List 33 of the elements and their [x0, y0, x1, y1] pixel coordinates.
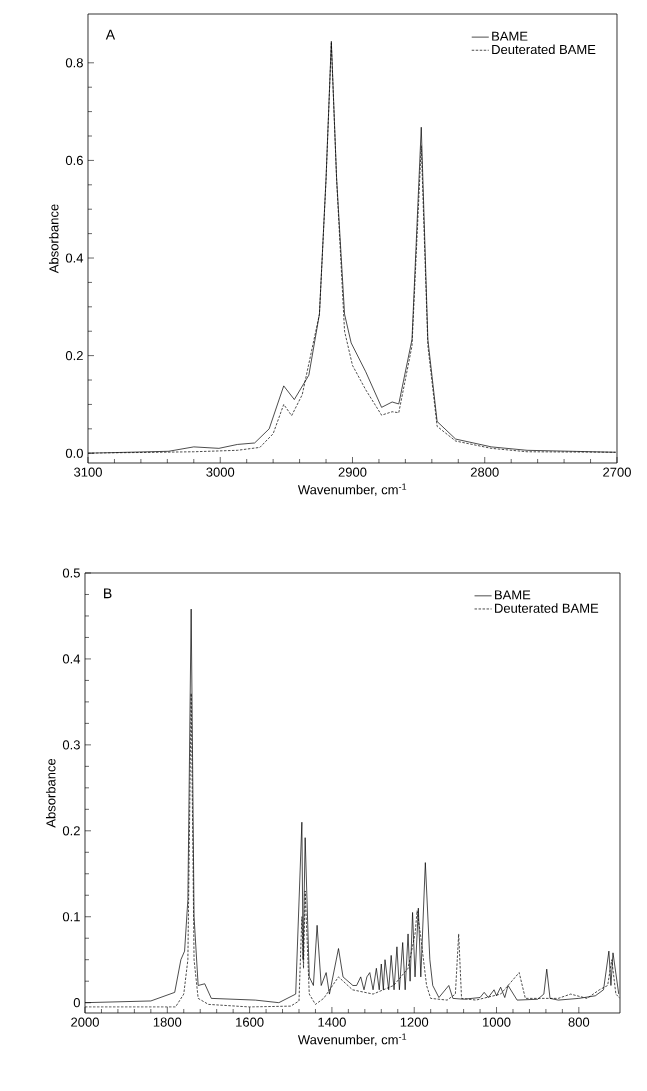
x-tick-label: 1000: [483, 1017, 511, 1027]
y-tick-label: 0.8: [65, 58, 83, 68]
legend-label: Deuterated BAME: [492, 44, 596, 55]
x-tick-label: 1600: [236, 1017, 264, 1027]
y-axis-title: Absorbance: [45, 758, 56, 828]
y-tick-label: 0.3: [62, 740, 80, 750]
annotation: B: [104, 588, 112, 599]
y-tick-label: 0.4: [62, 654, 81, 664]
y-tick-label: 0.4: [65, 253, 84, 263]
x-tick-label: 800: [568, 1017, 590, 1027]
y-tick-label: 0.1: [62, 912, 80, 922]
x-tick-label: 1400: [318, 1017, 346, 1027]
annotation: A: [105, 29, 116, 40]
x-tick-label: 1800: [153, 1017, 182, 1027]
legend-label: BAME: [495, 590, 531, 600]
x-tick-label: 1200: [400, 1017, 429, 1027]
x-tick-label: 3100: [74, 467, 102, 477]
x-tick-label: 2800: [470, 467, 499, 477]
y-tick-label: 0.0: [65, 448, 83, 458]
y-axis-title: Absorbance: [48, 204, 59, 274]
legend-label: Deuterated BAME: [495, 603, 599, 613]
x-tick-label: 2900: [338, 467, 367, 477]
y-tick-label: 0.2: [65, 351, 83, 361]
x-tick-label: 3000: [206, 467, 235, 477]
x-axis-title: Wavenumber, cm$^{-1}$: [297, 1033, 407, 1046]
y-tick-label: 0.5: [62, 568, 80, 578]
x-tick-label: 2000: [71, 1017, 99, 1027]
y-tick-label: 0.6: [65, 155, 83, 166]
legend-label: BAME: [492, 31, 528, 41]
x-axis-title: Wavenumber, cm$^{-1}$: [297, 483, 407, 496]
x-tick-label: 2700: [603, 467, 631, 477]
y-tick-label: 0: [73, 998, 80, 1008]
y-tick-label: 0.2: [62, 826, 80, 836]
